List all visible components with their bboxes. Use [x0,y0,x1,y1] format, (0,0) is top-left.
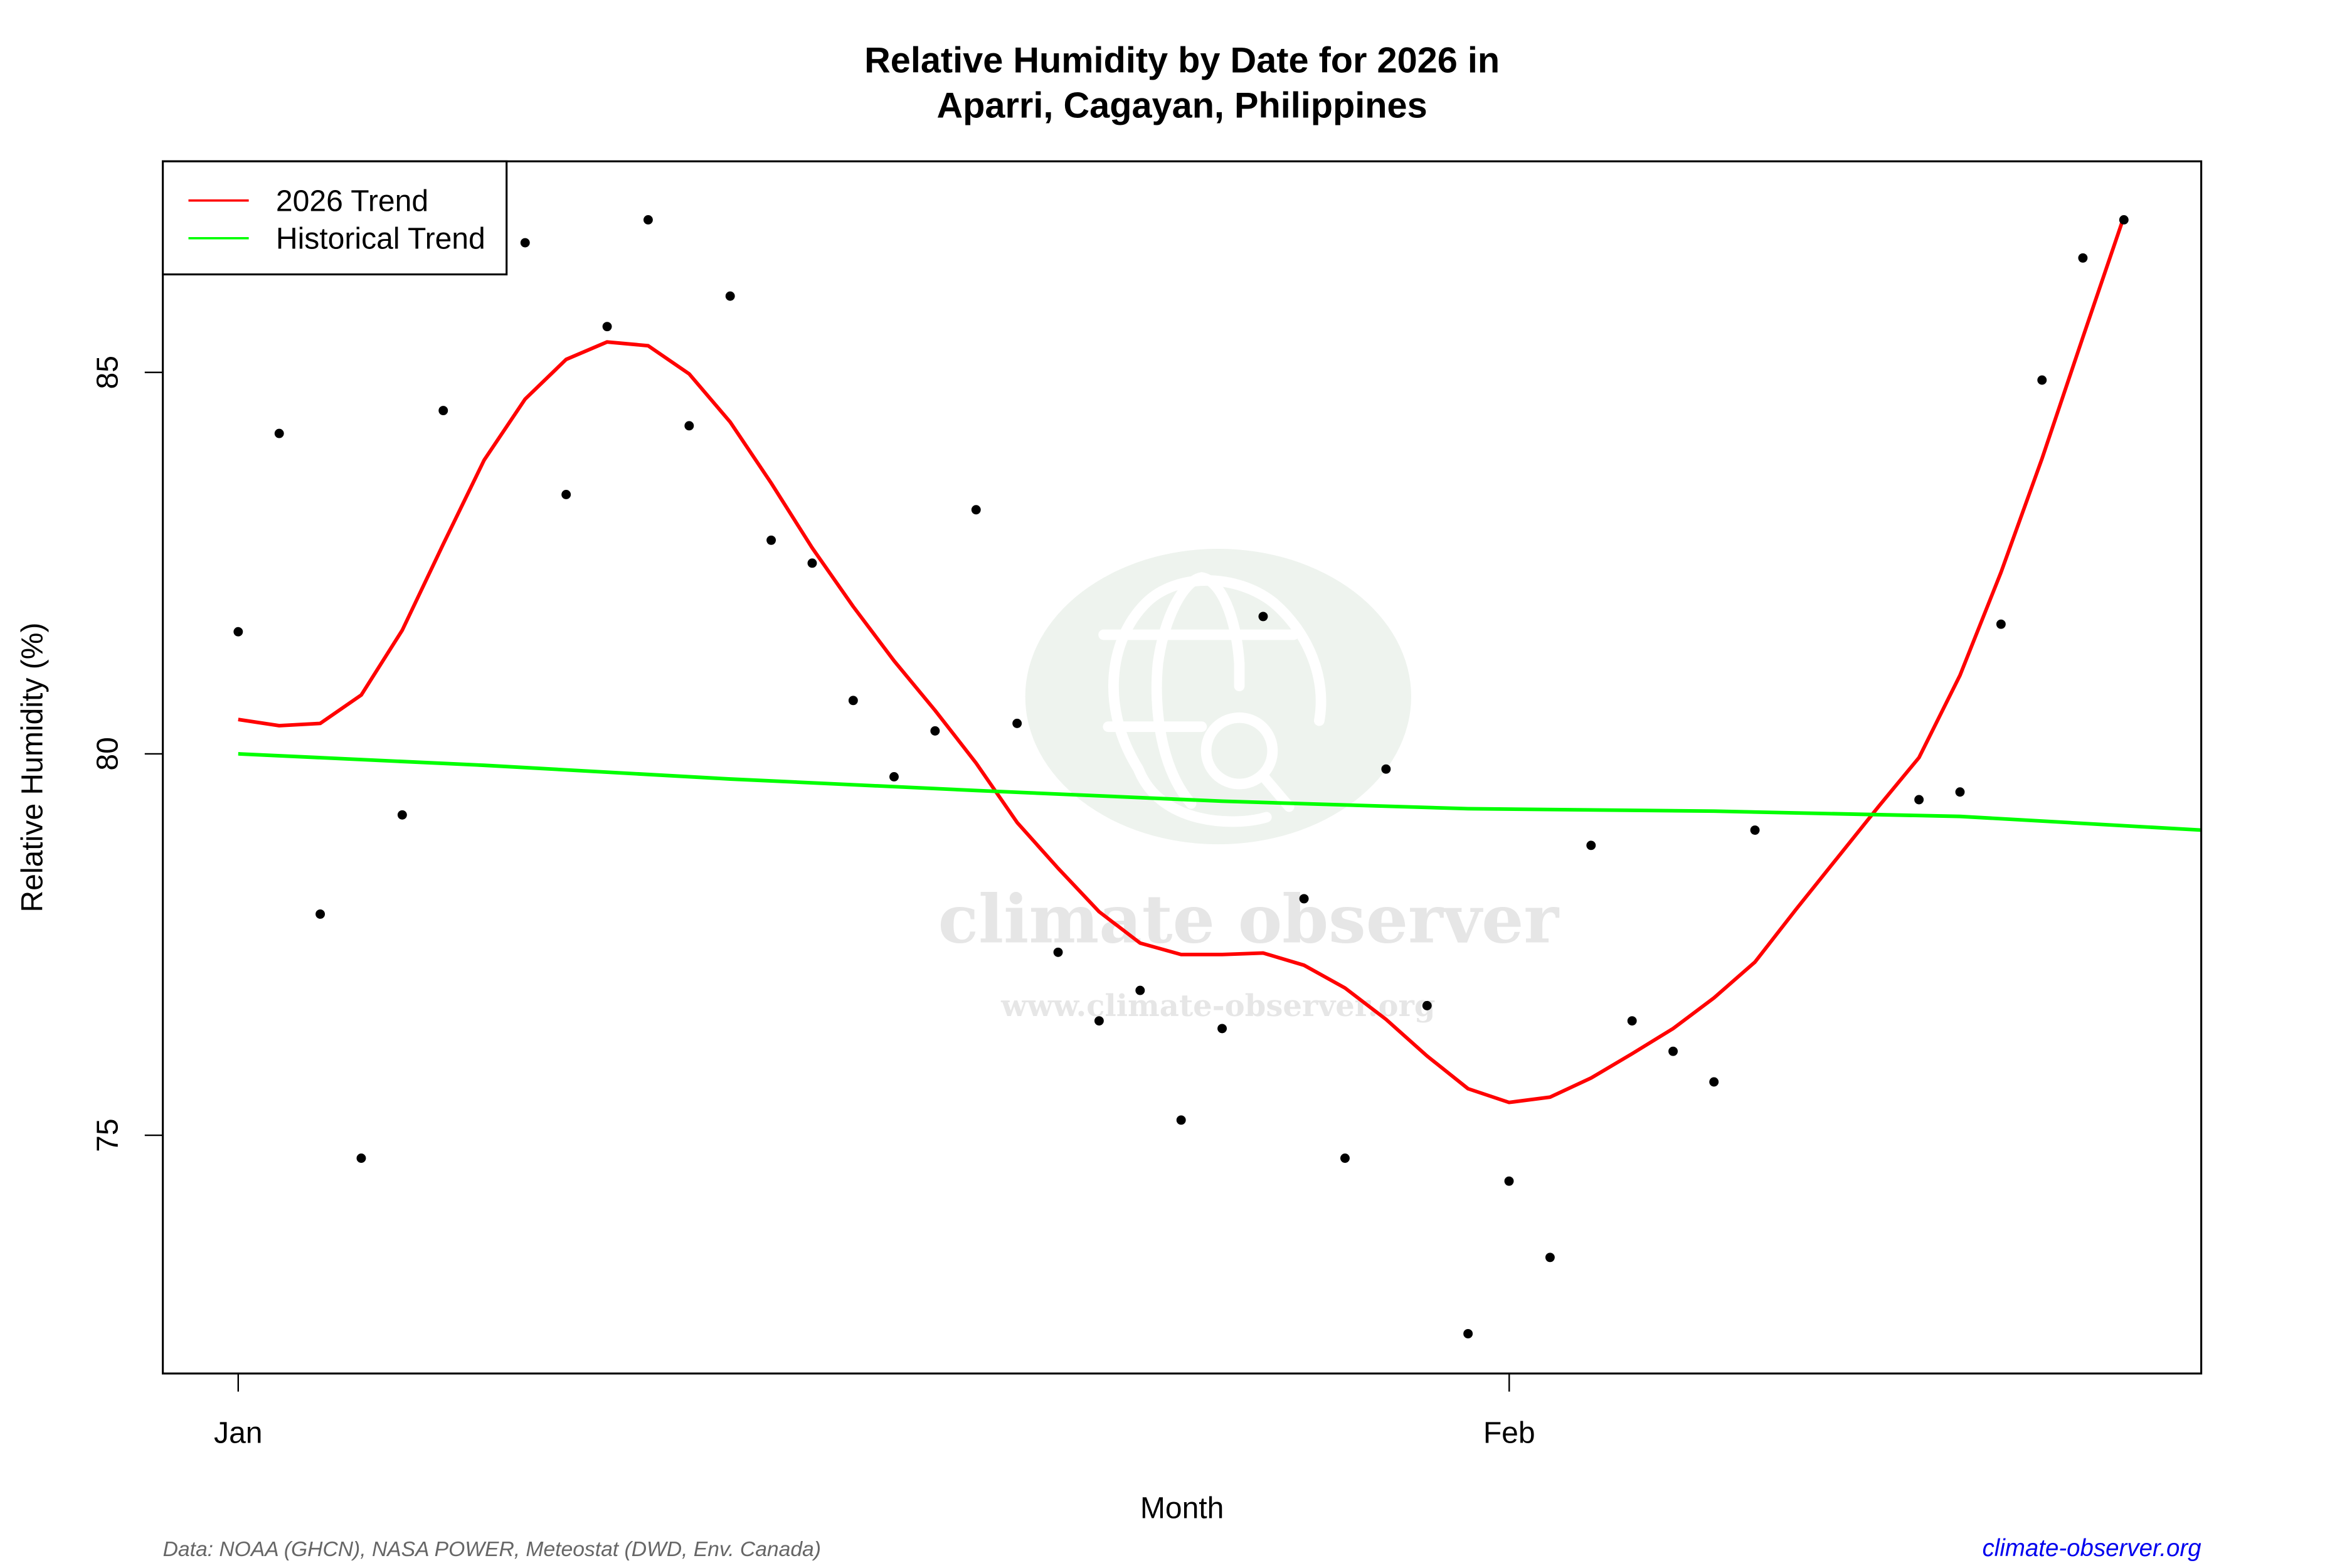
data-point [1709,1077,1719,1087]
data-source-note: Data: NOAA (GHCN), NASA POWER, Meteostat… [163,1538,821,1561]
plot-area [233,215,2201,1338]
y-axis-label: Relative Humidity (%) [15,623,49,913]
data-point [1668,1046,1678,1056]
data-point [274,428,284,438]
data-point [520,238,530,248]
data-point [1955,787,1965,797]
data-point [1381,764,1391,774]
data-point [766,535,776,545]
x-axis-label: Month [1140,1491,1224,1525]
data-point [561,490,571,499]
data-point [1627,1016,1637,1026]
watermark-name: climate observer [938,880,1560,958]
x-tick-jan: Jan [214,1416,262,1449]
data-point [1996,619,2006,629]
y-axis: 75 80 85 Relative Humidity (%) [15,356,163,1152]
data-point [889,772,899,781]
data-point [1094,1016,1104,1026]
x-axis: Jan Feb Month [214,1372,1535,1525]
legend-box [162,160,508,276]
data-point [1258,612,1268,622]
data-point [602,322,612,332]
data-point [1012,718,1022,728]
data-point [1299,894,1309,904]
globe-search-icon [1098,572,1327,827]
data-point [848,696,858,706]
data-point [1135,985,1145,995]
historical-trend-line [238,752,2201,832]
chart-title-line2: Aparri, Cagayan, Philippines [937,86,1428,126]
data-point [1914,795,1924,805]
data-point [1545,1253,1555,1263]
data-point [2078,253,2088,263]
data-point [1586,840,1596,850]
data-point [2119,215,2129,225]
chart-title-line1: Relative Humidity by Date for 2026 in [864,40,1500,80]
data-point [1504,1176,1514,1186]
data-point [1053,947,1063,957]
data-point [643,215,653,225]
data-point [438,406,448,416]
site-link[interactable]: climate-observer.org [1983,1535,2202,1562]
data-point [1422,1000,1432,1010]
legend-label-historical: Historical Trend [276,222,485,256]
data-point [315,909,326,919]
data-point [356,1153,366,1163]
2026-trend-line [238,216,2126,1104]
data-point [2037,375,2047,385]
legend: 2026 Trend Historical Trend [162,160,508,276]
watermark-url: www.climate-observer.org [1000,988,1435,1024]
data-point [1463,1328,1473,1338]
data-point [1176,1115,1186,1125]
y-tick-75: 75 [91,1118,125,1152]
y-tick-85: 85 [91,356,125,389]
data-point [807,558,817,568]
data-point [684,421,694,431]
legend-label-2026: 2026 Trend [276,184,428,218]
data-point [397,810,407,820]
data-point [233,627,243,637]
data-point [971,505,981,515]
x-tick-feb: Feb [1483,1416,1535,1449]
data-point [1217,1024,1227,1034]
watermark: climate observer www.climate-observer.or… [938,549,1560,1024]
data-point [1750,825,1760,835]
y-tick-80: 80 [91,737,125,770]
data-point [1340,1153,1350,1163]
watermark-ellipse [1025,549,1411,845]
data-point [930,726,940,736]
data-point [725,291,735,301]
